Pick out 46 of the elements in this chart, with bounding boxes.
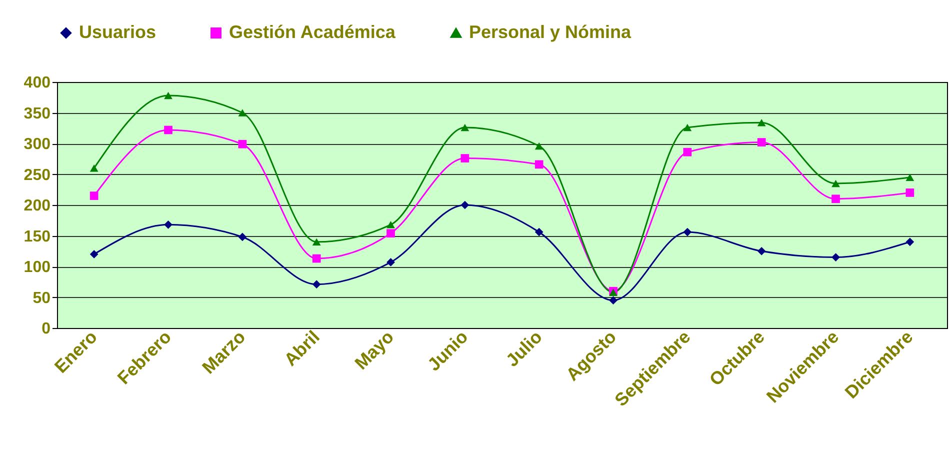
point — [386, 258, 395, 266]
point — [609, 296, 618, 305]
point — [312, 254, 321, 263]
y-tick-label: 0 — [42, 320, 51, 338]
y-tick-label: 300 — [24, 136, 51, 153]
point — [534, 142, 544, 150]
point — [238, 232, 247, 242]
point — [832, 253, 840, 262]
y-tick-label: 250 — [24, 166, 51, 184]
point — [90, 164, 98, 172]
point — [683, 124, 692, 132]
point — [757, 246, 766, 256]
y-tick-label: 350 — [24, 105, 51, 122]
y-tick-label: 100 — [24, 259, 51, 276]
y-tick-label: 200 — [24, 198, 51, 214]
point — [238, 140, 247, 148]
point — [906, 238, 914, 246]
point — [534, 228, 544, 236]
point — [906, 174, 914, 181]
point — [460, 124, 470, 132]
point — [238, 109, 247, 116]
y-tick-label: 400 — [24, 74, 51, 92]
point — [90, 250, 98, 258]
point — [757, 138, 766, 146]
y-tick-label: 50 — [32, 290, 51, 307]
legend-label: Personal y Nómina — [469, 22, 632, 42]
point — [534, 160, 544, 169]
point — [164, 220, 172, 229]
point — [312, 280, 321, 289]
point — [312, 238, 321, 246]
point — [386, 229, 395, 238]
point — [386, 221, 395, 228]
point — [683, 228, 692, 236]
y-tick-label: 150 — [24, 228, 51, 246]
legend-label: Usuarios — [79, 22, 156, 42]
point — [832, 180, 840, 188]
point — [164, 126, 172, 134]
legend-label: Gestión Académica — [229, 22, 396, 42]
point — [460, 200, 470, 210]
point — [832, 194, 840, 204]
point — [90, 192, 98, 200]
point — [906, 188, 914, 197]
point — [757, 118, 766, 126]
point — [683, 148, 692, 156]
point — [164, 92, 172, 100]
point — [460, 154, 470, 162]
